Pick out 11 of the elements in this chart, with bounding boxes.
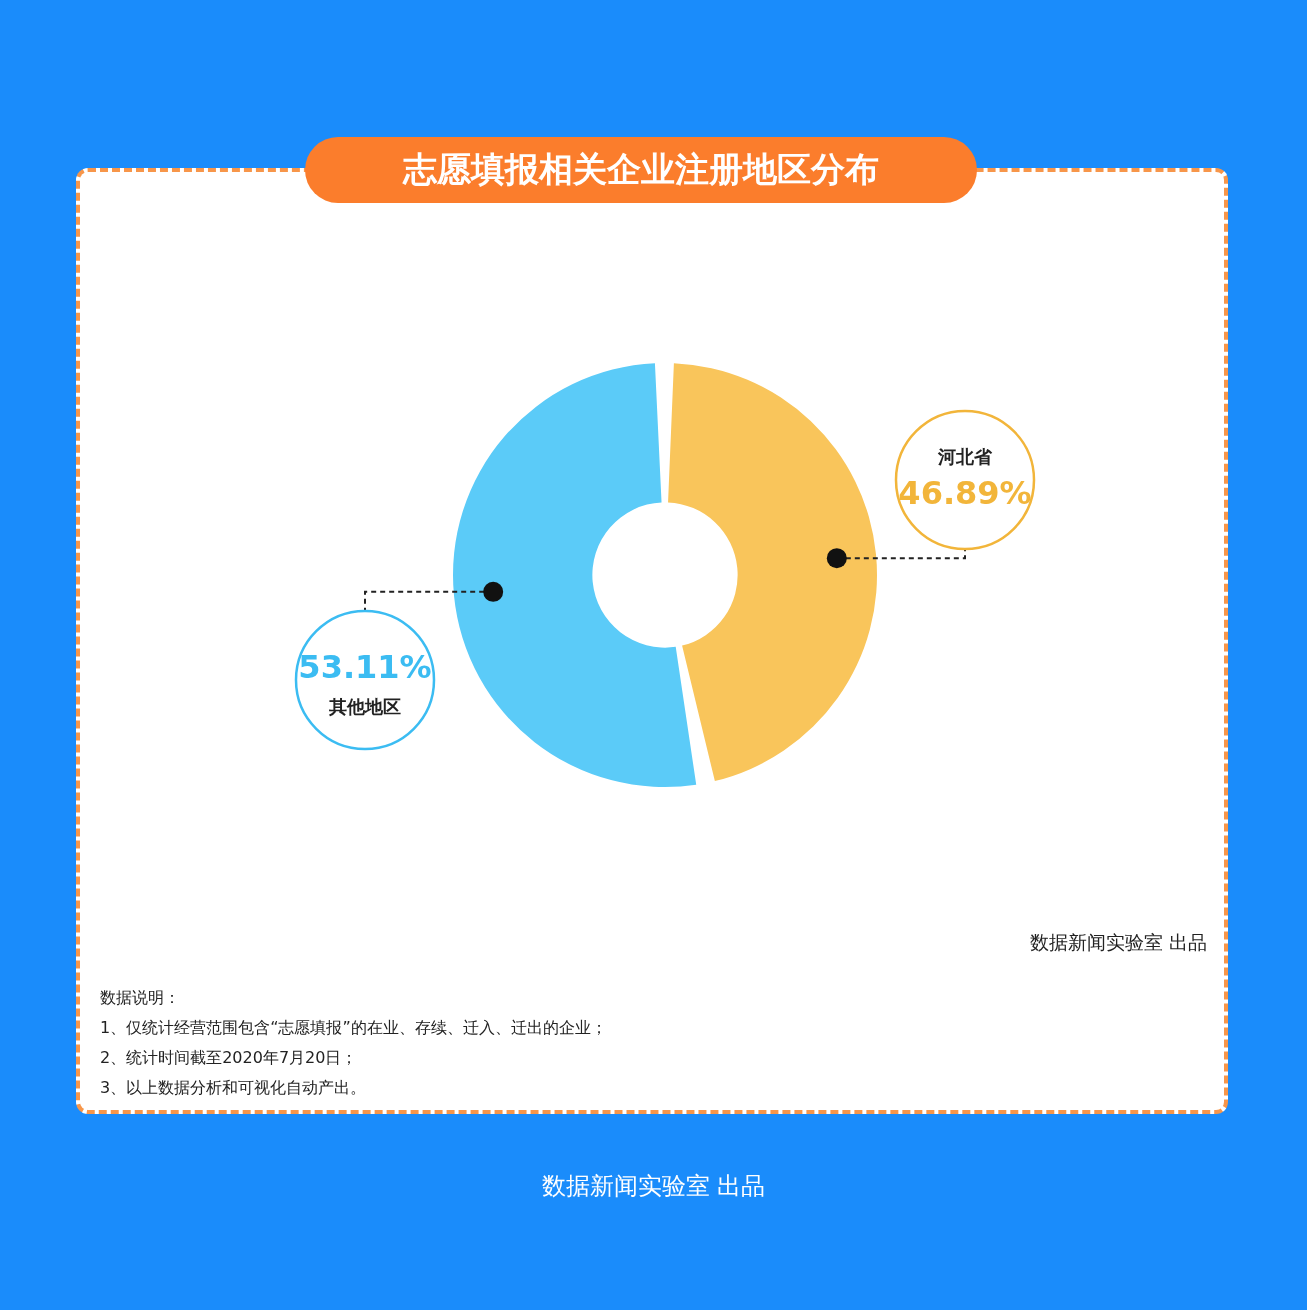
text: 2、统计时间截至2020年7月20日； xyxy=(100,1047,359,1069)
text: 1、仅统计经营范围包含“志愿填报”的在业、存续、迁入、迁出的企业； xyxy=(100,1017,607,1039)
slice-label: 河北省 xyxy=(937,445,993,467)
text: 数据新闻实验室 出品 xyxy=(540,1171,767,1202)
text: 3、以上数据分析和可视化自动产出。 xyxy=(100,1077,368,1099)
chart-title: 志愿填报相关企业注册地区分布 xyxy=(305,137,977,203)
text: 数据说明： xyxy=(100,987,181,1009)
data-label: 46.89% xyxy=(898,474,1032,513)
text: 数据新闻实验室 出品 xyxy=(1029,930,1207,955)
slice-label: 其他地区 xyxy=(328,695,401,717)
data-label: 53.11% xyxy=(298,648,432,687)
